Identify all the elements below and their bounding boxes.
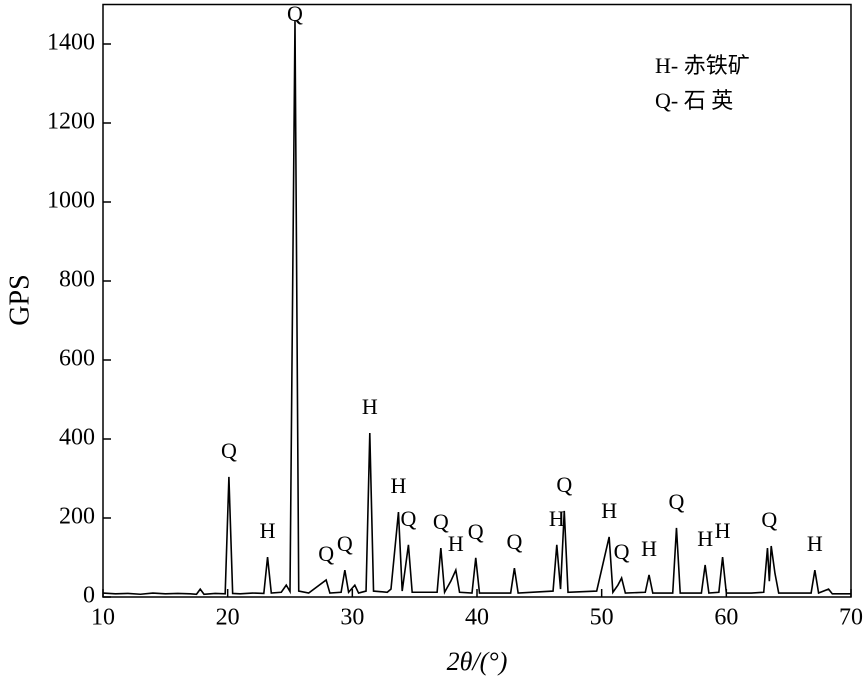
peak-label: Q [221,438,237,463]
y-tick-label: 1200 [47,109,95,135]
y-tick-label: 0 [83,583,95,609]
x-tick-label: 40 [465,605,489,631]
x-axis-label: 2θ/(°) [447,647,508,676]
peak-label: H [601,498,617,523]
peak-label: H [391,473,407,498]
plot-frame [102,3,852,598]
peak-label: Q [614,539,630,564]
peak-label: H [260,518,276,543]
y-tick-label: 800 [59,267,95,293]
peak-label: H [549,506,565,531]
x-tick-label: 30 [340,605,364,631]
legend-entry: H- 赤铁矿 [655,53,750,78]
y-tick-label: 1000 [47,188,95,214]
peak-label: Q [506,529,522,554]
peak-label: Q [556,472,572,497]
x-tick-label: 50 [590,605,614,631]
peak-label: Q [468,519,484,544]
peak-label: Q [337,531,353,556]
y-tick-label: 1400 [47,30,95,56]
peak-label: H [362,394,378,419]
peak-label: Q [669,489,685,514]
peak-label: Q [433,509,449,534]
legend-entry: Q- 石 英 [655,88,733,113]
peak-label: Q [761,507,777,532]
peak-label: Q [400,506,416,531]
x-tick-label: 70 [839,605,863,631]
x-tick-label: 20 [216,605,240,631]
y-tick-label: 600 [59,346,95,372]
peak-label: H [641,536,657,561]
peak-label: Q [318,541,334,566]
peak-label: H [715,518,731,543]
peak-label: H [448,531,464,556]
x-tick-label: 10 [91,605,115,631]
xrd-line [102,20,851,596]
x-tick-label: 60 [714,605,738,631]
y-tick-label: 200 [59,504,95,530]
peak-label: H [807,531,823,556]
y-axis-label: GPS [4,274,35,325]
peak-label: H [697,526,713,551]
peak-label: Q [287,1,303,26]
y-tick-label: 400 [59,425,95,451]
